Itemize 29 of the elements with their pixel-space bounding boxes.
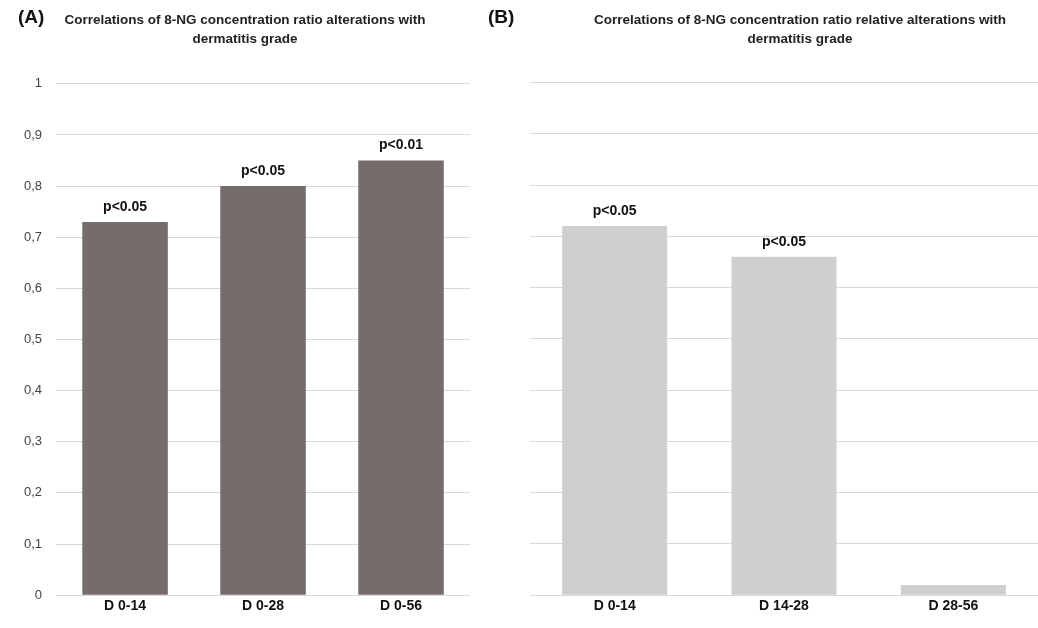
x-tick-label: D 14-28 xyxy=(759,597,810,614)
bar xyxy=(220,186,306,595)
x-tick-label: D 0-56 xyxy=(380,597,423,614)
text: (B) xyxy=(488,6,515,28)
data-label: p<0.05 xyxy=(241,161,286,178)
chart-title: Correlations of 8-NG concentration ratio alterations with dermatitis grade xyxy=(63,11,427,48)
x-tick-label: D 0-28 xyxy=(242,597,285,614)
y-tick-label: 0,5 xyxy=(23,331,43,347)
y-tick-label: 1 xyxy=(34,75,43,91)
data-label: p<0.05 xyxy=(592,201,637,218)
y-tick-label: 0,3 xyxy=(23,433,43,449)
y-tick-label: 0 xyxy=(34,586,43,602)
data-label: p<0.05 xyxy=(103,197,148,214)
text: (A) xyxy=(18,6,45,28)
y-tick-label: 0,9 xyxy=(23,126,43,142)
y-tick-label: 0,6 xyxy=(23,279,43,295)
data-label: p<0.05 xyxy=(762,232,807,249)
bar xyxy=(358,160,444,595)
y-tick-label: 0,1 xyxy=(23,535,43,551)
x-tick-label: D 0-14 xyxy=(104,597,147,614)
y-tick-label: 0,7 xyxy=(23,228,43,244)
y-tick-label: 0,2 xyxy=(23,484,43,500)
y-tick-label: 0,8 xyxy=(23,177,43,193)
bar xyxy=(82,221,168,595)
y-tick-label: 0,4 xyxy=(23,382,43,398)
chart-title: Correlations of 8-NG concentration ratio relative alterations with dermatitis grade xyxy=(593,11,1007,48)
x-tick-label: D 0-14 xyxy=(593,597,636,614)
data-label: p<0.01 xyxy=(379,136,424,153)
x-tick-label: D 28-56 xyxy=(928,597,979,614)
